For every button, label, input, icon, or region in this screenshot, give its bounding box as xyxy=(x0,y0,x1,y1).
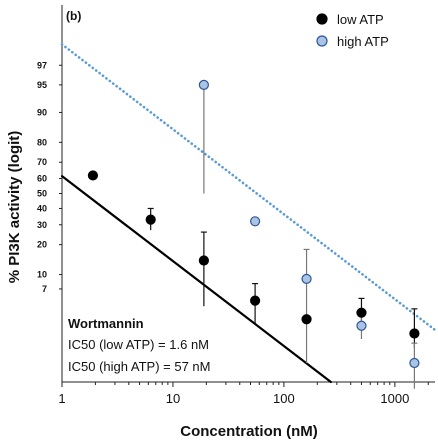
x-tick-label: 1000 xyxy=(380,391,409,406)
data-point xyxy=(250,295,261,306)
y-tick-label: 95 xyxy=(37,80,47,90)
y-tick-label: 20 xyxy=(37,240,47,250)
panel-label: (b) xyxy=(66,9,81,23)
data-point xyxy=(409,357,420,369)
annotation-line-2: IC50 (high ATP) = 57 nM xyxy=(68,359,210,374)
annotation-title: Wortmannin xyxy=(68,316,144,331)
data-point xyxy=(87,170,99,181)
y-tick-label: 30 xyxy=(37,220,47,230)
legend-marker xyxy=(316,35,328,47)
legend-label: low ATP xyxy=(337,12,384,27)
x-tick-label: 100 xyxy=(273,391,295,406)
y-tick-label: 10 xyxy=(37,270,47,280)
data-point xyxy=(198,79,209,90)
data-point xyxy=(198,255,209,266)
data-point xyxy=(145,214,156,225)
y-tick-label: 50 xyxy=(37,189,47,199)
data-point xyxy=(301,273,312,284)
fit-lines xyxy=(60,43,437,384)
plot-area: 97 95 90 80 70 60 50 40 30 20 10 7 1 10 100 1000 xyxy=(37,5,437,406)
y-tick-label: 7 xyxy=(42,284,47,294)
legend: low ATP high ATP xyxy=(316,12,389,49)
y-ticks: 97 95 90 80 70 60 50 40 30 20 10 7 xyxy=(37,60,62,294)
x-ticks: 1 10 100 1000 xyxy=(58,382,429,406)
y-tick-label: 60 xyxy=(37,174,47,184)
y-tick-label: 90 xyxy=(37,107,47,117)
x-axis-title: Concentration (nM) xyxy=(180,423,317,440)
y-tick-label: 40 xyxy=(37,203,47,213)
annotation: Wortmannin IC50 (low ATP) = 1.6 nM IC50 … xyxy=(68,316,210,374)
data-point xyxy=(250,216,261,227)
fit-line xyxy=(60,43,437,332)
data-points xyxy=(87,79,420,369)
data-point xyxy=(409,328,420,339)
data-point xyxy=(356,307,367,318)
data-point xyxy=(301,314,312,325)
y-tick-label: 80 xyxy=(37,137,47,147)
legend-label: high ATP xyxy=(337,34,389,49)
data-point xyxy=(356,320,367,331)
y-tick-label: 70 xyxy=(37,157,47,167)
x-tick-label: 10 xyxy=(166,391,180,406)
y-axis-title: % PI3K activity (logit) xyxy=(6,131,23,284)
fit-line xyxy=(60,175,332,384)
legend-marker xyxy=(316,13,328,25)
x-tick-label: 1 xyxy=(58,391,65,406)
annotation-line-1: IC50 (low ATP) = 1.6 nM xyxy=(68,337,209,352)
y-tick-label: 97 xyxy=(37,60,47,70)
